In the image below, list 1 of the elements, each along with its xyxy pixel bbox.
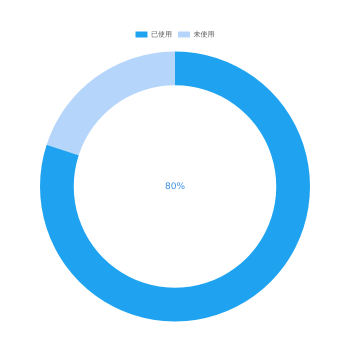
text: 80% — [164, 182, 186, 192]
